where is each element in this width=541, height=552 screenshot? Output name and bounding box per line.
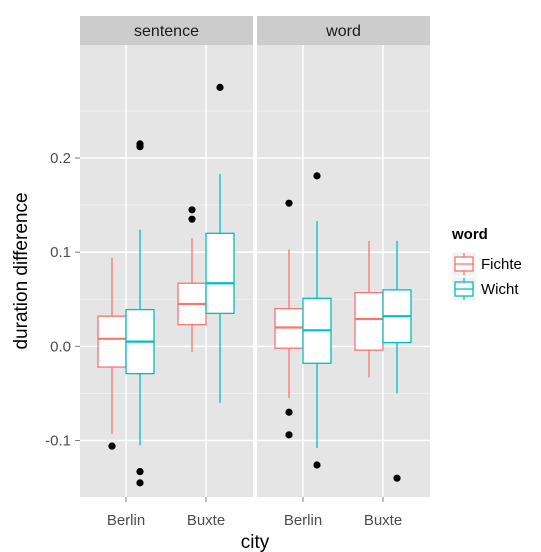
y-tick-label: 0.1 bbox=[50, 244, 71, 261]
box-buxte-fichte bbox=[354, 240, 384, 378]
outlier-point bbox=[188, 215, 196, 223]
outlier-point bbox=[393, 474, 401, 482]
facet-strip-label: word bbox=[325, 23, 361, 40]
outlier-point bbox=[136, 479, 144, 487]
outlier-point bbox=[313, 461, 321, 469]
y-tick-label: 0.0 bbox=[50, 338, 71, 355]
outlier-point bbox=[108, 442, 116, 450]
outlier-point bbox=[216, 83, 224, 91]
y-tick-label: -0.1 bbox=[45, 433, 71, 450]
box-berlin-wicht bbox=[125, 140, 155, 487]
y-axis-title: duration difference bbox=[11, 192, 32, 349]
box-body bbox=[97, 315, 127, 368]
box-body bbox=[205, 232, 235, 315]
box-buxte-wicht bbox=[205, 83, 235, 403]
facet-strip bbox=[257, 16, 430, 45]
legend-title: word bbox=[451, 226, 488, 243]
legend-label: Fichte bbox=[481, 256, 522, 273]
x-tick-label: Berlin bbox=[284, 512, 322, 529]
y-tick-label: 0.2 bbox=[50, 150, 71, 167]
box-berlin-fichte bbox=[274, 199, 304, 439]
x-tick-label: Buxte bbox=[187, 512, 225, 529]
facet-panel-sentence: sentence Berlin Buxte bbox=[80, 16, 253, 529]
legend-item-wicht: Wicht bbox=[451, 276, 519, 302]
y-axis: -0.1 0.0 0.1 0.2 bbox=[45, 150, 80, 450]
facet-strip-label: sentence bbox=[134, 23, 199, 40]
outlier-point bbox=[285, 199, 293, 207]
box-buxte-fichte bbox=[177, 206, 207, 352]
panel-background bbox=[257, 45, 430, 497]
box-berlin-fichte bbox=[97, 257, 127, 450]
outlier-point bbox=[188, 206, 196, 214]
box-buxte-wicht bbox=[382, 240, 412, 482]
x-tick-label: Buxte bbox=[364, 512, 402, 529]
x-axis-title: city bbox=[241, 532, 270, 552]
facet-panel-word: word Berlin Buxte bbox=[257, 16, 430, 529]
box-berlin-wicht bbox=[302, 172, 332, 469]
legend-label: Wicht bbox=[481, 281, 519, 298]
outlier-point bbox=[136, 467, 144, 476]
x-tick-label: Berlin bbox=[107, 512, 145, 529]
legend: word Fichte Wicht bbox=[451, 226, 522, 302]
outlier-point bbox=[136, 140, 144, 148]
outlier-point bbox=[285, 408, 293, 416]
outlier-point bbox=[313, 172, 321, 180]
legend-item-fichte: Fichte bbox=[451, 251, 522, 277]
facet-strip bbox=[80, 16, 253, 45]
outlier-point bbox=[285, 431, 293, 439]
box-body bbox=[354, 292, 384, 351]
